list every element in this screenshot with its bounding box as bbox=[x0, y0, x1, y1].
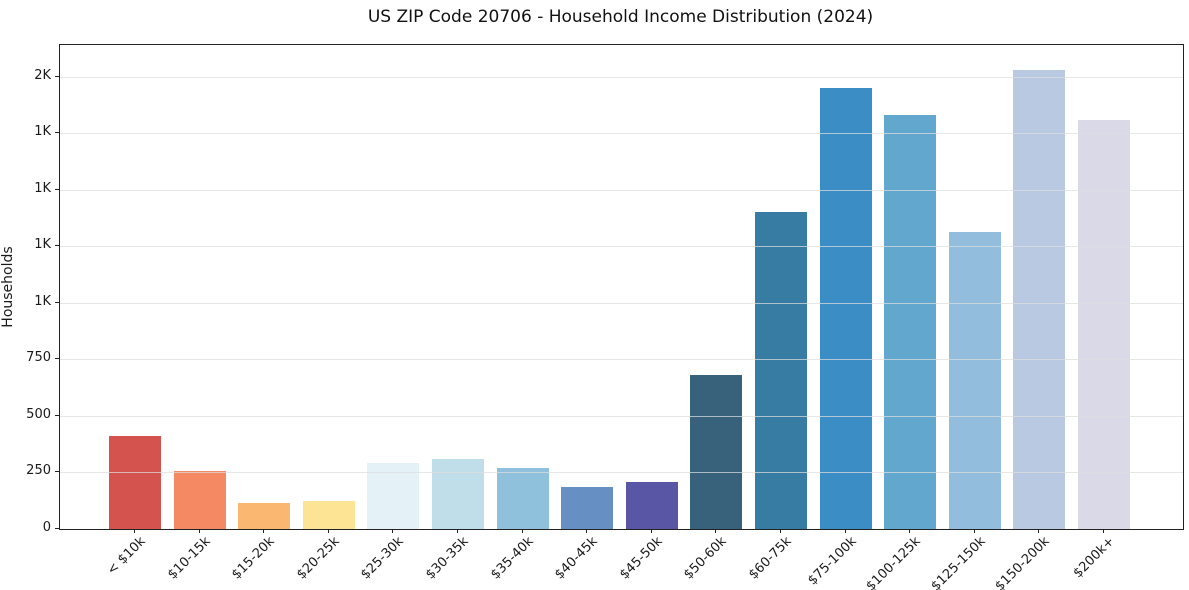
x-tick-mark bbox=[134, 529, 135, 533]
y-tick-label: 500 bbox=[26, 406, 51, 422]
bar-< $10k bbox=[109, 436, 161, 529]
bar-$60-75k bbox=[755, 212, 807, 529]
bar-$15-20k bbox=[238, 503, 291, 529]
bar-$30-35k bbox=[432, 458, 484, 529]
bar-$40-45k bbox=[561, 487, 614, 529]
y-tick-label: 1K bbox=[34, 124, 51, 140]
gridline-500 bbox=[60, 415, 1183, 417]
y-axis-label: Households bbox=[0, 246, 16, 328]
x-tick-mark bbox=[650, 529, 652, 533]
gridline-2K bbox=[60, 76, 1183, 78]
bar-$45-50k bbox=[625, 481, 678, 529]
y-tick-label: 750 bbox=[26, 350, 51, 366]
x-tick-mark bbox=[521, 529, 523, 533]
gridline-750 bbox=[60, 359, 1183, 361]
bar-$20-25k bbox=[302, 500, 355, 529]
x-tick-mark bbox=[392, 529, 394, 533]
y-tick-label: 0 bbox=[42, 520, 51, 535]
gridline-1K bbox=[60, 133, 1183, 135]
y-tick-label: 1K bbox=[34, 237, 51, 253]
bar-$50-60k bbox=[690, 375, 743, 529]
x-tick-mark bbox=[327, 529, 329, 533]
gridline-1K bbox=[60, 302, 1183, 304]
x-tick-mark bbox=[1038, 529, 1040, 533]
y-tick-mark bbox=[55, 358, 59, 360]
y-tick-mark bbox=[55, 132, 59, 134]
x-tick-mark bbox=[844, 529, 846, 533]
gridline-1K bbox=[60, 246, 1183, 248]
x-tick-mark bbox=[198, 529, 200, 533]
chart-title: US ZIP Code 20706 - Household Income Dis… bbox=[367, 7, 874, 27]
y-tick-mark bbox=[55, 75, 59, 77]
y-tick-mark bbox=[55, 188, 59, 190]
plot-area bbox=[59, 44, 1184, 530]
bar-$125-150k bbox=[948, 231, 1001, 529]
y-tick-mark bbox=[55, 245, 59, 247]
y-tick-mark bbox=[55, 301, 59, 303]
bar-$35-40k bbox=[496, 467, 549, 529]
gridline-1K bbox=[60, 189, 1183, 191]
bar-$100-125k bbox=[884, 115, 937, 529]
x-tick-label: < $10k bbox=[104, 534, 149, 579]
bar-$200k+ bbox=[1078, 119, 1130, 529]
x-tick-mark bbox=[263, 529, 265, 533]
x-tick-mark bbox=[715, 529, 717, 533]
x-tick-mark bbox=[457, 529, 458, 533]
x-tick-mark bbox=[586, 529, 588, 533]
x-tick-mark bbox=[973, 529, 975, 533]
y-tick-mark bbox=[55, 471, 59, 473]
bar-$25-30k bbox=[367, 463, 420, 529]
bar-$10-15k bbox=[173, 471, 226, 529]
y-tick-label: 2K bbox=[34, 67, 51, 83]
y-tick-label: 1K bbox=[34, 293, 51, 309]
x-tick-mark bbox=[1103, 529, 1104, 533]
x-tick-mark bbox=[909, 529, 911, 533]
bar-$75-100k bbox=[819, 87, 872, 529]
bar-$150-200k bbox=[1013, 69, 1066, 529]
y-tick-mark bbox=[55, 414, 59, 416]
y-tick-label: 250 bbox=[26, 463, 51, 479]
x-tick-mark bbox=[780, 529, 781, 533]
gridline-250 bbox=[60, 472, 1183, 474]
y-tick-mark bbox=[55, 528, 59, 529]
y-tick-label: 1K bbox=[34, 180, 51, 196]
